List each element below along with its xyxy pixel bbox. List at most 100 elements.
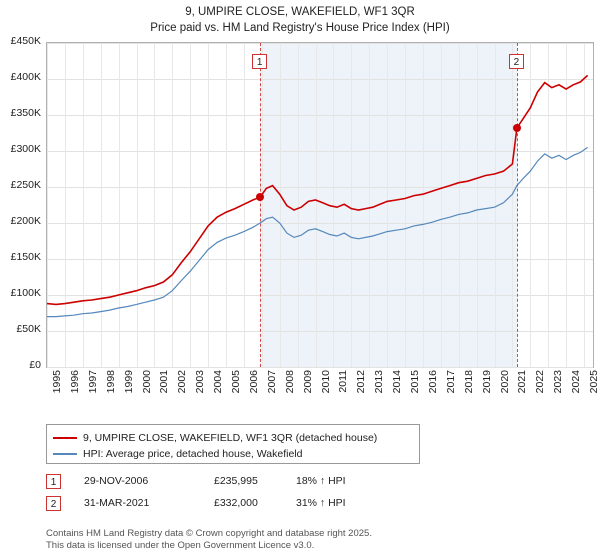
gridline-horizontal: [47, 115, 593, 116]
x-axis-tick-label: 2025: [588, 370, 600, 394]
sale-marker-dot: [512, 123, 521, 132]
x-axis-tick-label: 2005: [230, 370, 243, 394]
x-axis-tick-label: 2023: [552, 370, 565, 394]
gridline-horizontal: [47, 259, 593, 260]
legend-label: 9, UMPIRE CLOSE, WAKEFIELD, WF1 3QR (det…: [83, 431, 378, 444]
gridline-horizontal: [47, 367, 593, 368]
sales-table: 1 29-NOV-2006 £235,995 18% ↑ HPI 2 31-MAR-202…: [46, 472, 476, 516]
gridline-vertical: [226, 43, 228, 367]
x-axis-tick-label: 1996: [68, 370, 81, 394]
series-line: [47, 146, 588, 318]
gridline-vertical: [566, 43, 568, 367]
x-axis-tick-label: 2012: [355, 370, 368, 394]
gridline-vertical: [422, 43, 424, 367]
y-axis-tick-label: £450K: [10, 35, 41, 47]
chart-title: 9, UMPIRE CLOSE, WAKEFIELD, WF1 3QR Pric…: [0, 4, 600, 36]
gridline-vertical: [512, 43, 514, 367]
sale-price: £235,995: [214, 475, 258, 487]
title-line-2: Price paid vs. HM Land Registry's House …: [150, 22, 450, 34]
gridline-vertical: [279, 43, 281, 367]
gridline-vertical: [136, 43, 138, 367]
y-axis-tick-label: £0: [29, 359, 41, 371]
gridline-horizontal: [47, 43, 593, 44]
x-axis-tick-label: 2001: [158, 370, 171, 394]
chart-legend: 9, UMPIRE CLOSE, WAKEFIELD, WF1 3QR (det…: [46, 424, 420, 464]
legend-item: HPI: Average price, detached house, Wake…: [53, 446, 413, 461]
sale-date: 31-MAR-2021: [84, 497, 150, 509]
legend-color-swatch: [53, 436, 77, 439]
gridline-vertical: [548, 43, 550, 367]
footer-notice: Contains HM Land Registry data © Crown c…: [46, 528, 594, 552]
gridline-vertical: [530, 43, 532, 367]
x-axis-tick-label: 2008: [283, 370, 296, 394]
legend-color-swatch: [53, 452, 77, 455]
x-axis-tick-label: 1997: [86, 370, 99, 394]
y-axis-tick-label: £250K: [10, 179, 41, 191]
gridline-vertical: [82, 43, 84, 367]
gridline-horizontal: [47, 295, 593, 296]
gridline-vertical: [297, 43, 299, 367]
footer-line-1: Contains HM Land Registry data © Crown c…: [46, 528, 372, 539]
x-axis-tick-label: 2003: [194, 370, 207, 394]
grid-layer: [47, 43, 593, 368]
gridline-vertical: [190, 43, 192, 367]
sale-marker-dot: [256, 193, 265, 202]
sale-row: 1 29-NOV-2006 £235,995 18% ↑ HPI: [46, 472, 476, 494]
legend-item: 9, UMPIRE CLOSE, WAKEFIELD, WF1 3QR (det…: [53, 430, 413, 445]
sale-date: 29-NOV-2006: [84, 475, 149, 487]
gridline-vertical: [333, 43, 335, 367]
gridline-vertical: [208, 43, 210, 367]
gridline-vertical: [387, 43, 389, 367]
sale-marker-line: [516, 43, 519, 367]
gridline-vertical: [118, 43, 120, 367]
gridline-horizontal: [47, 331, 593, 332]
x-axis-tick-label: 2004: [212, 370, 225, 394]
gridline-vertical: [458, 43, 460, 367]
sale-price: £332,000: [214, 497, 258, 509]
gridline-vertical: [351, 43, 353, 367]
gridline-vertical: [243, 43, 245, 367]
x-axis-tick-label: 1998: [104, 370, 117, 394]
y-axis-tick-label: £150K: [10, 251, 41, 263]
x-axis-tick-label: 2007: [265, 370, 278, 394]
gridline-horizontal: [47, 79, 593, 80]
x-axis-tick-label: 2022: [534, 370, 547, 394]
gridline-vertical: [584, 43, 586, 367]
sale-hpi-delta: 18% ↑ HPI: [296, 475, 346, 487]
x-axis-tick-label: 2011: [337, 370, 350, 393]
sale-marker-flag[interactable]: 1: [252, 54, 268, 69]
x-axis-tick-label: 2000: [140, 370, 153, 394]
x-axis-tick-label: 2006: [247, 370, 260, 394]
plot-area: [46, 42, 594, 368]
gridline-horizontal: [47, 223, 593, 224]
sale-marker-line: [260, 43, 262, 367]
x-axis-tick-label: 2010: [319, 370, 332, 394]
x-axis-tick-label: 2009: [301, 370, 314, 394]
sale-marker-flag[interactable]: 2: [508, 54, 524, 69]
x-axis-tick-label: 2018: [462, 370, 475, 394]
y-axis-tick-label: £300K: [10, 143, 41, 155]
x-axis-tick-label: 2017: [444, 370, 457, 394]
series-layer: [47, 43, 593, 367]
x-axis-tick-label: 1999: [122, 370, 135, 394]
gridline-vertical: [405, 43, 407, 367]
x-axis-tick-label: 2020: [498, 370, 511, 394]
x-axis-tick-label: 2014: [391, 370, 404, 394]
gridline-vertical: [494, 43, 496, 367]
y-axis-tick-label: £400K: [10, 71, 41, 83]
x-axis-tick-label: 2002: [176, 370, 189, 394]
sale-marker-number: 1: [46, 474, 61, 489]
gridline-vertical: [315, 43, 317, 367]
gridline-vertical: [64, 43, 66, 367]
y-axis-tick-label: £50K: [16, 323, 41, 335]
x-axis-tick-label: 2013: [373, 370, 386, 394]
sale-row: 2 31-MAR-2021 £332,000 31% ↑ HPI: [46, 494, 476, 516]
gridline-vertical: [154, 43, 156, 367]
gridline-vertical: [440, 43, 442, 367]
footer-line-2: This data is licensed under the Open Gov…: [46, 540, 315, 551]
gridline-vertical: [476, 43, 478, 367]
y-axis-tick-label: £200K: [10, 215, 41, 227]
x-axis-tick-label: 1995: [51, 370, 63, 394]
title-line-1: 9, UMPIRE CLOSE, WAKEFIELD, WF1 3QR: [185, 6, 415, 18]
